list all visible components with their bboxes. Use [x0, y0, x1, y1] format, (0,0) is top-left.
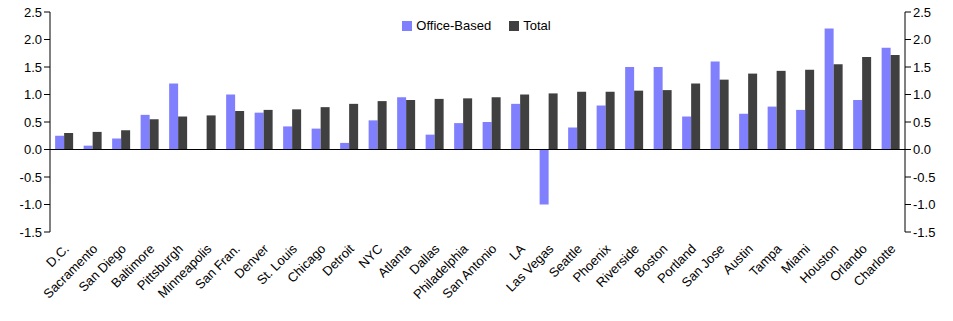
svg-text:0.0: 0.0: [24, 142, 42, 157]
svg-text:San Jose: San Jose: [678, 241, 728, 291]
svg-text:NYC: NYC: [355, 241, 386, 272]
svg-text:Boston: Boston: [631, 241, 671, 281]
svg-text:Phoenix: Phoenix: [569, 241, 614, 285]
svg-text:Miami: Miami: [777, 241, 813, 277]
svg-text:LA: LA: [506, 241, 528, 263]
svg-text:Austin: Austin: [719, 241, 756, 278]
html-text:Office-Based: Office-Based: [416, 18, 492, 33]
svg-text:Riverside: Riverside: [593, 241, 642, 291]
svg-text:Tampa: Tampa: [746, 241, 785, 280]
svg-text:San Antonio: San Antonio: [439, 241, 499, 301]
svg-text:San Fran.: San Fran.: [192, 241, 243, 293]
svg-text:1.5: 1.5: [24, 60, 42, 75]
svg-text:1.0: 1.0: [913, 87, 931, 102]
svg-text:Minneapolis: Minneapolis: [154, 241, 215, 301]
svg-text:Seattle: Seattle: [545, 241, 585, 281]
svg-text:2.5: 2.5: [24, 5, 42, 20]
html-text:Total: Total: [523, 18, 551, 33]
svg-text:-1.0: -1.0: [20, 197, 42, 212]
svg-text:Orlando: Orlando: [826, 241, 870, 285]
svg-text:Atlanta: Atlanta: [375, 241, 415, 281]
svg-text:2.5: 2.5: [913, 5, 931, 20]
svg-text:-0.5: -0.5: [20, 170, 42, 185]
svg-text:2.0: 2.0: [24, 32, 42, 47]
svg-text:Philadelphia: Philadelphia: [410, 241, 471, 302]
svg-text:1.5: 1.5: [913, 60, 931, 75]
svg-text:0.5: 0.5: [24, 115, 42, 130]
svg-text:-1.5: -1.5: [913, 225, 935, 240]
svg-text:Sacramento: Sacramento: [40, 241, 101, 302]
svg-text:2.0: 2.0: [913, 32, 931, 47]
svg-text:0.0: 0.0: [913, 142, 931, 157]
svg-text:Dallas: Dallas: [406, 241, 443, 278]
svg-text:Houston: Houston: [796, 241, 842, 286]
svg-text:San Diego: San Diego: [75, 241, 129, 295]
svg-text:-1.5: -1.5: [20, 225, 42, 240]
svg-text:Charlotte: Charlotte: [851, 241, 899, 289]
svg-text:Baltimore: Baltimore: [108, 241, 158, 291]
svg-text:D.C.: D.C.: [43, 241, 72, 271]
svg-text:-1.0: -1.0: [913, 197, 935, 212]
svg-text:Pittsburgh: Pittsburgh: [134, 241, 186, 294]
svg-text:1.0: 1.0: [24, 87, 42, 102]
svg-text:Las Vegas: Las Vegas: [503, 241, 557, 295]
svg-text:St. Louis: St. Louis: [253, 241, 300, 288]
svg-text:Denver: Denver: [231, 241, 272, 282]
svg-text:Portland: Portland: [654, 241, 699, 286]
svg-text:Chicago: Chicago: [284, 241, 328, 285]
svg-text:-0.5: -0.5: [913, 170, 935, 185]
svg-text:Detroit: Detroit: [319, 241, 357, 279]
svg-text:0.5: 0.5: [913, 115, 931, 130]
